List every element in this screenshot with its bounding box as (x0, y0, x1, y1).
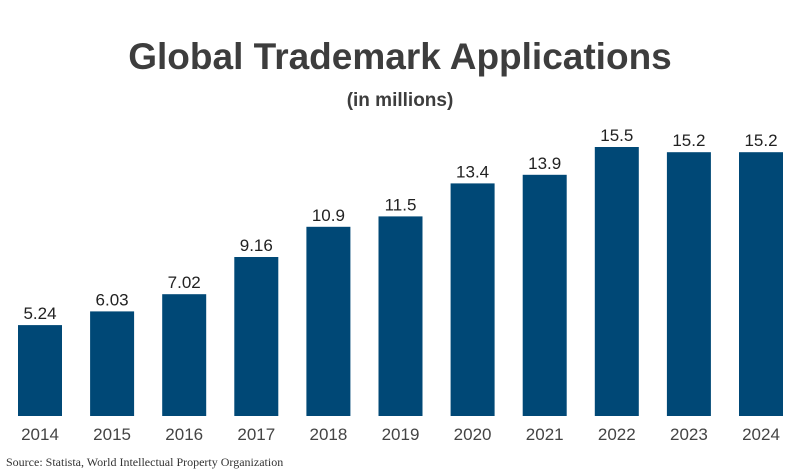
x-tick-2024: 2024 (742, 425, 780, 444)
bar-2024 (739, 152, 783, 416)
bars-group (18, 147, 783, 416)
value-label-2014: 5.24 (23, 304, 56, 323)
x-tick-2023: 2023 (670, 425, 708, 444)
value-label-2018: 10.9 (312, 206, 345, 225)
bar-2017 (234, 257, 279, 416)
bar-2020 (450, 183, 495, 416)
bar-2014 (18, 325, 62, 416)
chart-subtitle: (in millions) (346, 90, 454, 111)
bar-2021 (522, 174, 567, 416)
bar-2019 (378, 216, 423, 416)
value-label-2023: 15.2 (672, 131, 705, 150)
value-label-2020: 13.4 (456, 162, 489, 181)
x-axis-ticks-group: 2014 2015 2016 2017 2018 2019 2020 2021 2022 2023… (21, 425, 780, 444)
value-label-2019: 11.5 (385, 195, 417, 214)
value-label-2017: 9.16 (240, 236, 273, 255)
chart-title: Global Trademark Applications (128, 36, 672, 77)
x-tick-2019: 2019 (382, 425, 420, 444)
value-label-2015: 6.03 (96, 290, 129, 309)
x-tick-2015: 2015 (93, 425, 131, 444)
x-tick-2018: 2018 (309, 425, 347, 444)
value-label-2024: 15.2 (744, 131, 777, 150)
x-tick-2021: 2021 (526, 425, 564, 444)
x-tick-2020: 2020 (454, 425, 492, 444)
value-label-2016: 7.02 (168, 273, 201, 292)
value-label-2021: 13.9 (528, 154, 561, 173)
bar-2018 (306, 226, 351, 416)
x-tick-2022: 2022 (598, 425, 636, 444)
x-tick-2016: 2016 (165, 425, 203, 444)
value-label-2022: 15.5 (600, 126, 633, 145)
bar-2016 (162, 294, 207, 416)
bar-2015 (90, 311, 135, 416)
source-note: Source: Statista, World Intellectual Pro… (6, 455, 284, 469)
value-labels-group: 5.24 6.03 7.02 9.16 10.9 11.5 13.4 13.9 15.5 15.2… (23, 126, 777, 323)
x-tick-2017: 2017 (237, 425, 275, 444)
bar-2023 (666, 152, 711, 416)
bar-2022 (594, 147, 639, 416)
x-tick-2014: 2014 (21, 425, 59, 444)
